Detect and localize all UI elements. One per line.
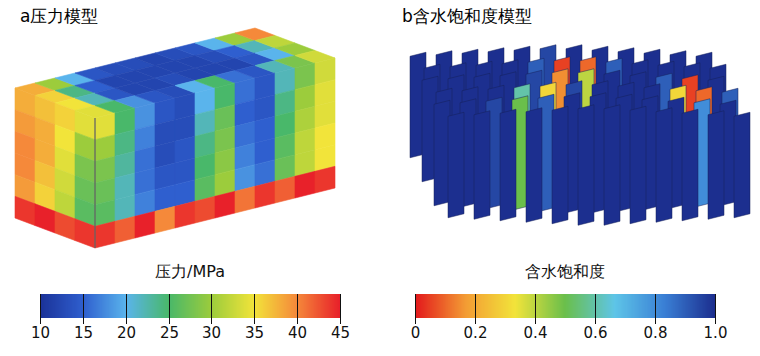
svg-text:0.2: 0.2 xyxy=(464,324,488,342)
svg-text:20: 20 xyxy=(117,324,136,342)
svg-text:45: 45 xyxy=(331,324,350,342)
html-text:含水饱和度: 含水饱和度 xyxy=(525,262,605,281)
svg-text:25: 25 xyxy=(160,324,179,342)
svg-text:1.0: 1.0 xyxy=(704,324,728,342)
svg-text:b含水饱和度模型: b含水饱和度模型 xyxy=(402,6,532,26)
svg-text:a压力模型: a压力模型 xyxy=(20,6,98,26)
svg-text:0.8: 0.8 xyxy=(644,324,668,342)
svg-text:0.6: 0.6 xyxy=(584,324,608,342)
svg-text:0.4: 0.4 xyxy=(524,324,548,342)
svg-text:0: 0 xyxy=(411,324,421,342)
svg-text:30: 30 xyxy=(202,324,221,342)
svg-text:35: 35 xyxy=(245,324,264,342)
svg-text:15: 15 xyxy=(74,324,93,342)
html-text:压力/MPa: 压力/MPa xyxy=(155,262,225,281)
svg-text:40: 40 xyxy=(288,324,307,342)
svg-text:10: 10 xyxy=(31,324,50,342)
